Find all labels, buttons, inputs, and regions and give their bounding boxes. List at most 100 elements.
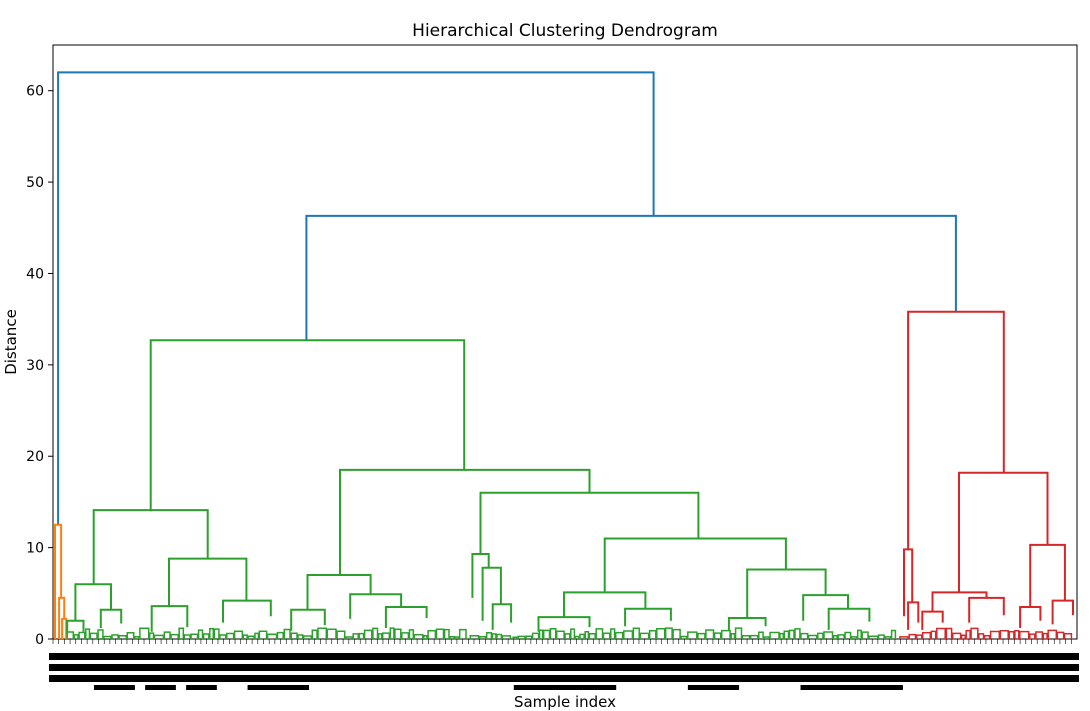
leaf-merge-link <box>78 631 86 639</box>
leaf-merge-link <box>837 634 845 639</box>
dendrogram-link <box>92 509 209 585</box>
leaf-merge-link <box>247 635 255 639</box>
leaf-merge-link <box>531 632 540 639</box>
leaf-label-stub <box>145 685 176 690</box>
leaf-merge-link <box>549 627 557 639</box>
dendrogram-link <box>907 601 920 630</box>
leaf-merge-link <box>377 633 383 639</box>
leaf-merge-link <box>491 633 497 639</box>
dendrogram-link <box>563 591 647 618</box>
dendrogram-link <box>58 596 66 639</box>
leaf-merge-link <box>623 630 634 639</box>
leaf-merge-link <box>525 635 533 639</box>
leaf-merge-link <box>564 633 571 639</box>
dendrogram-link <box>74 583 112 621</box>
leaf-merge-link <box>734 627 743 639</box>
dendrogram-link <box>339 468 591 575</box>
leaf-merge-link <box>850 636 858 639</box>
leaf-merge-link <box>1029 633 1036 639</box>
y-tick-label: 50 <box>26 175 44 191</box>
dendrogram-link <box>968 596 1005 623</box>
leaf-merge-link <box>153 634 165 639</box>
leaf-merge-link <box>823 631 834 639</box>
leaf-merge-link <box>258 630 268 639</box>
leaf-merge-link <box>899 636 909 639</box>
leaf-merge-link <box>930 630 937 639</box>
leaf-merge-link <box>555 630 565 639</box>
leaf-merge-link <box>226 632 235 639</box>
leaf-merge-link <box>344 636 353 639</box>
leaf-merge-link <box>326 628 337 639</box>
dendrogram-link <box>57 71 655 525</box>
leaf-merge-link <box>401 632 410 639</box>
leaf-merge-link <box>856 629 862 639</box>
dendrogram-link <box>958 471 1049 593</box>
dendrogram-link <box>1029 543 1066 607</box>
leaf-merge-link <box>213 628 220 639</box>
leaf-label-stub <box>247 685 309 690</box>
leaf-merge-link <box>73 634 79 639</box>
y-axis-label: Distance <box>2 309 20 375</box>
dendrogram-link <box>624 607 672 627</box>
leaf-merge-link <box>254 632 260 639</box>
leaf-merge-link <box>85 628 91 639</box>
leaf-merge-link <box>945 627 953 639</box>
leaf-merge-link <box>133 635 140 639</box>
dendrogram-link <box>54 523 63 639</box>
leaf-merge-link <box>664 627 673 639</box>
leaf-merge-link <box>97 629 104 639</box>
leaf-merge-link <box>290 632 298 639</box>
leaf-merge-link <box>936 627 946 639</box>
plot-area: 0 10 20 30 40 50 60 <box>26 44 1079 690</box>
leaf-merge-link <box>890 629 897 639</box>
dendrogram-link <box>903 548 914 617</box>
leaf-merge-link <box>197 629 204 639</box>
leaf-merge-link <box>680 635 688 639</box>
dendrogram-link <box>746 568 827 618</box>
leaf-merge-link <box>989 630 1001 639</box>
leaf-merge-link <box>672 628 681 639</box>
leaf-merge-link <box>769 631 780 639</box>
leaf-merge-link <box>999 629 1009 639</box>
leaf-merge-link <box>276 631 284 639</box>
dendrogram-link <box>222 599 272 623</box>
leaf-merge-link <box>190 633 199 639</box>
leaf-merge-link <box>163 631 171 639</box>
leaf-merge-link <box>730 633 736 639</box>
dendrogram-link <box>491 603 513 630</box>
leaf-merge-link <box>965 629 971 639</box>
dendrogram-link <box>537 616 591 632</box>
leaf-merge-link <box>877 634 885 639</box>
dendrogram-link <box>168 557 248 607</box>
leaf-merge-link <box>584 630 590 639</box>
leaf-label-stub <box>687 685 740 690</box>
dendrogram-link <box>921 610 944 630</box>
leaf-label-band <box>49 653 1079 660</box>
leaf-merge-link <box>317 627 328 639</box>
dendrogram-link <box>305 214 957 341</box>
leaf-merge-link <box>219 634 227 639</box>
leaf-merge-link <box>579 633 585 639</box>
leaf-label-stub <box>800 685 903 690</box>
dendrogram-link <box>603 537 787 593</box>
leaf-merge-link <box>574 635 580 639</box>
leaf-merge-link <box>496 633 503 639</box>
leaf-merge-link <box>358 632 365 639</box>
leaf-merge-link <box>423 635 428 639</box>
leaf-merge-link <box>794 628 801 639</box>
leaf-merge-link <box>454 636 460 639</box>
leaf-merge-link <box>614 631 624 639</box>
leaf-merge-link <box>302 635 313 639</box>
leaf-merge-link <box>720 629 731 639</box>
dendrogram-link <box>907 310 1005 550</box>
leaf-merge-link <box>178 627 185 639</box>
leaf-merge-link <box>915 634 923 639</box>
leaf-merge-link <box>788 629 795 639</box>
leaf-merge-link <box>183 634 191 639</box>
leaf-merge-link <box>1019 630 1030 639</box>
leaf-merge-link <box>501 635 512 639</box>
x-axis-label: Sample index <box>514 693 616 711</box>
leaf-merge-link <box>413 634 424 639</box>
leaf-merge-link <box>202 633 210 639</box>
leaf-merge-link <box>817 632 824 639</box>
